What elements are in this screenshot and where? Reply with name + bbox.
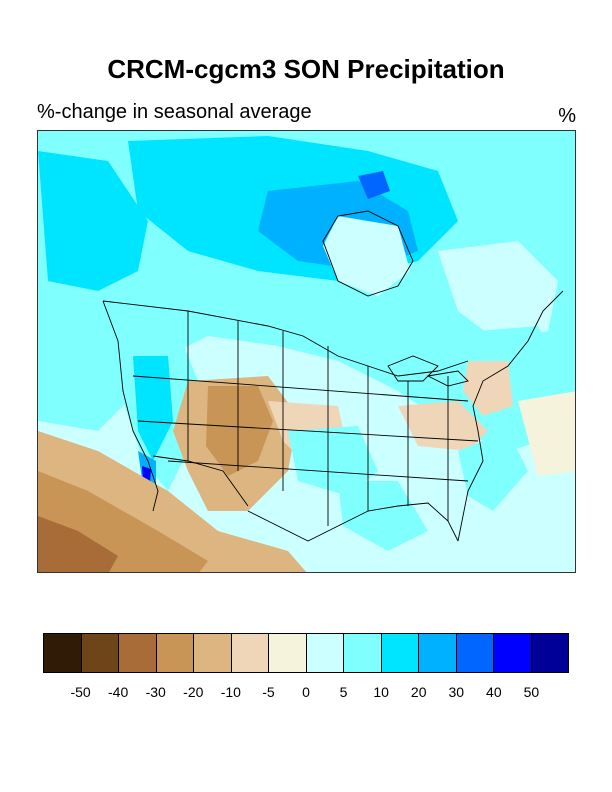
- colorbar-box: [81, 634, 119, 672]
- colorbar-tick-label: 5: [339, 684, 348, 700]
- hudson-light: [323, 216, 410, 296]
- chart-title: CRCM-cgcm3 SON Precipitation: [107, 54, 505, 84]
- colorbar-box: [494, 634, 532, 672]
- plains-cyan: [288, 426, 378, 496]
- colorbar-tick-label: -40: [108, 684, 129, 700]
- state-line-h1: [132, 375, 469, 402]
- east-coast: [457, 290, 564, 542]
- ohio-tan-light: [398, 401, 488, 451]
- west-coast: [102, 300, 159, 512]
- colorbar-box: [344, 634, 382, 672]
- state-line-h2: [137, 420, 479, 442]
- sw-brown: [206, 386, 273, 476]
- colorbar-box: [231, 634, 269, 672]
- colorbar-tick-label: -30: [145, 684, 166, 700]
- colorbar-tick-label: 30: [448, 684, 465, 700]
- great-lakes: [387, 355, 469, 387]
- colorbar-tick-label: 50: [523, 684, 540, 700]
- colorbar-box: [456, 634, 494, 672]
- colorbar-box: [194, 634, 232, 672]
- colorbar-tick-label: -5: [262, 684, 275, 700]
- colorbar-tick-label: 20: [410, 684, 427, 700]
- colorbar-tick-label: 40: [486, 684, 502, 700]
- colorbar-box: [44, 634, 82, 672]
- colorbar-box: [381, 634, 419, 672]
- colorbar-box: [119, 634, 157, 672]
- atlantic-neutral: [518, 391, 575, 476]
- colorbar-tick-label: 0: [302, 684, 310, 700]
- canada-aqua-west: [38, 151, 148, 291]
- us-canada-border: [102, 300, 469, 377]
- colorbar-box: [531, 634, 568, 672]
- mexico-dark: [38, 516, 118, 572]
- west-aqua: [133, 356, 173, 461]
- colorbar-box: [306, 634, 344, 672]
- state-line-h3: [167, 460, 469, 482]
- canada-blue-core: [358, 171, 390, 199]
- colorbar-box: [156, 634, 194, 672]
- colorbar-box: [419, 634, 457, 672]
- precipitation-map: [37, 130, 576, 573]
- south-aqua: [338, 481, 428, 551]
- hudson-bay-coast: [322, 210, 414, 297]
- colorbar-tick-label: -20: [183, 684, 204, 700]
- colorbar-labels: -50 -40 -30 -20 -10 -5 0 5 10 20 30 40 50: [0, 684, 612, 704]
- colorbar-tick-label: -10: [220, 684, 241, 700]
- east-coast-aqua: [458, 431, 528, 511]
- chart-subtitle: %-change in seasonal average: [37, 101, 312, 123]
- us-mexico-border: [152, 455, 249, 507]
- midatlantic-tan: [463, 361, 513, 416]
- units-label: %: [558, 105, 576, 127]
- colorbar-box: [269, 634, 307, 672]
- colorbar-tick-label: 10: [373, 684, 389, 700]
- east-canada-light: [438, 241, 558, 341]
- colorbar: [43, 633, 569, 673]
- colorbar-tick-label: -50: [70, 684, 91, 700]
